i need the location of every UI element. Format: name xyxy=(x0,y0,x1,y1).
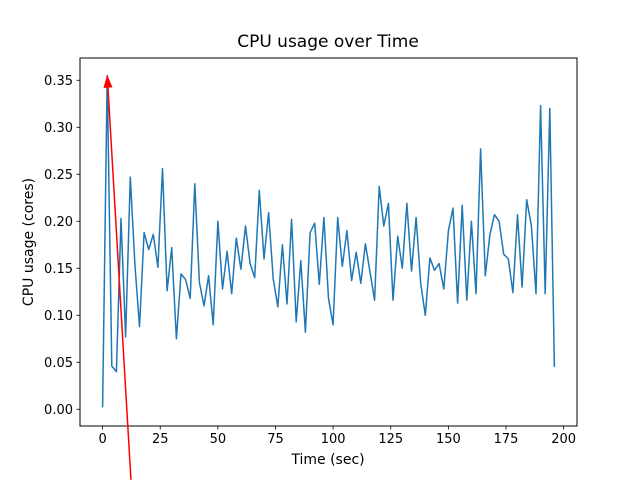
y-tick-label: 0.05 xyxy=(44,356,73,371)
y-tick-label: 0.15 xyxy=(44,262,73,277)
chart-title: CPU usage over Time xyxy=(237,32,419,52)
x-tick-label: 25 xyxy=(152,432,169,447)
annotation-arrow xyxy=(103,74,132,480)
y-tick-label: 0.25 xyxy=(44,168,73,183)
y-tick-label: 0.30 xyxy=(44,121,73,136)
plot-area xyxy=(79,57,578,427)
annotation-arrow-line xyxy=(107,84,132,480)
y-tick-label: 0.35 xyxy=(44,74,73,89)
x-tick-label: 75 xyxy=(267,432,284,447)
y-tick-label: 0.20 xyxy=(44,215,73,230)
y-axis-ticks: 0.00 0.05 0.10 0.15 0.20 0.25 0.30 0.35 xyxy=(44,74,80,418)
x-axis-label: Time (sec) xyxy=(290,452,364,468)
y-tick-label: 0.10 xyxy=(44,309,73,324)
x-tick-label: 125 xyxy=(378,432,403,447)
y-axis-label: CPU usage (cores) xyxy=(21,178,37,306)
cpu-usage-line xyxy=(101,74,556,408)
x-tick-label: 50 xyxy=(210,432,227,447)
x-tick-label: 200 xyxy=(551,432,576,447)
x-axis-ticks: 0 25 50 75 100 125 150 175 200 xyxy=(98,426,576,447)
x-tick-label: 100 xyxy=(321,432,346,447)
annotation-arrowhead xyxy=(103,74,113,88)
x-tick-label: 175 xyxy=(494,432,519,447)
x-tick-label: 150 xyxy=(436,432,461,447)
x-tick-label: 0 xyxy=(98,432,106,447)
y-tick-label: 0.00 xyxy=(44,403,73,418)
